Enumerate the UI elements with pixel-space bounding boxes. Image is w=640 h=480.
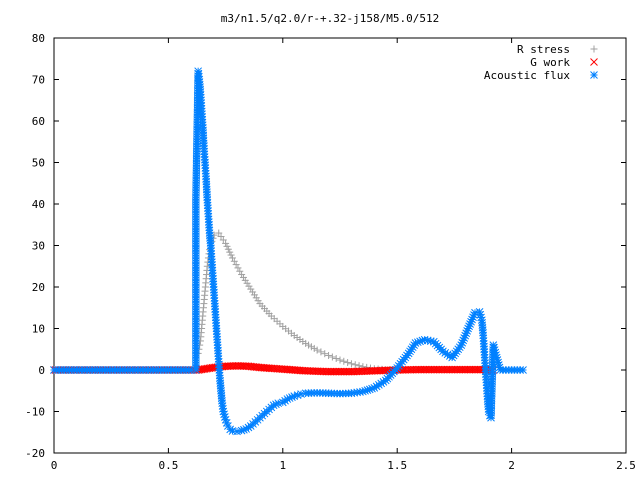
data-point — [317, 348, 325, 356]
data-point — [321, 350, 329, 358]
data-point — [307, 343, 315, 351]
data-point — [351, 361, 359, 369]
data-point — [230, 257, 238, 265]
data-point — [241, 276, 249, 284]
data-point — [423, 336, 432, 345]
y-tick-label: 30 — [32, 240, 45, 253]
data-point — [313, 346, 321, 354]
chart-title: m3/n1.5/q2.0/r-+.32-j158/M5.0/512 — [221, 12, 440, 25]
legend-marker — [590, 58, 598, 66]
data-point — [336, 356, 344, 364]
plot-area — [50, 67, 527, 436]
data-point — [238, 271, 246, 279]
y-axis: -20 -10 0 10 20 30 40 50 60 70 80 — [25, 32, 626, 460]
data-point — [250, 291, 258, 299]
y-tick-label: 80 — [32, 32, 45, 45]
data-point — [228, 254, 236, 262]
y-tick-label: -20 — [25, 447, 45, 460]
x-tick-label: 2.5 — [616, 459, 636, 472]
legend-label: G work — [530, 56, 570, 69]
data-point — [355, 362, 363, 370]
legend-marker — [590, 45, 598, 53]
data-point — [233, 427, 241, 436]
data-point — [223, 242, 231, 250]
data-point — [236, 267, 244, 275]
legend-marker — [590, 71, 598, 79]
y-tick-label: -10 — [25, 406, 45, 419]
data-point — [325, 351, 333, 359]
data-point — [226, 248, 234, 256]
data-point — [347, 360, 355, 368]
x-tick-label: 1.5 — [387, 459, 407, 472]
data-point — [332, 355, 340, 363]
data-point — [232, 261, 240, 269]
data-point — [249, 288, 257, 296]
y-tick-label: 60 — [32, 115, 45, 128]
data-point — [247, 285, 255, 293]
series-r-stress — [194, 229, 401, 374]
y-tick-label: 50 — [32, 157, 45, 170]
legend-label: R stress — [517, 43, 570, 56]
data-point — [305, 341, 313, 349]
legend-label: Acoustic flux — [484, 69, 570, 82]
data-point — [344, 359, 352, 367]
data-point — [274, 399, 283, 408]
data-point — [243, 279, 251, 287]
x-tick-label: 0.5 — [158, 459, 178, 472]
data-point — [224, 245, 232, 253]
y-tick-label: 20 — [32, 281, 45, 294]
y-tick-label: 0 — [38, 364, 45, 377]
data-point — [519, 366, 527, 374]
data-point — [297, 390, 305, 398]
y-tick-label: 40 — [32, 198, 45, 211]
data-point — [471, 308, 479, 317]
y-tick-label: 70 — [32, 74, 45, 87]
x-tick-label: 0 — [51, 459, 58, 472]
data-point — [252, 294, 260, 302]
data-point — [239, 273, 247, 281]
data-point — [310, 344, 318, 352]
data-point — [340, 357, 348, 365]
x-axis: 0 0.5 1 1.5 2 2.5 — [51, 38, 636, 472]
data-point — [227, 251, 235, 259]
data-point — [302, 339, 310, 347]
data-point — [245, 282, 253, 290]
series-acoustic-flux — [50, 67, 527, 436]
data-point — [234, 264, 242, 272]
data-point — [203, 262, 211, 270]
x-tick-label: 1 — [279, 459, 286, 472]
y-tick-label: 10 — [32, 323, 45, 336]
x-tick-label: 2 — [508, 459, 515, 472]
data-point — [328, 353, 336, 361]
data-point — [254, 297, 262, 305]
data-point — [222, 239, 230, 247]
